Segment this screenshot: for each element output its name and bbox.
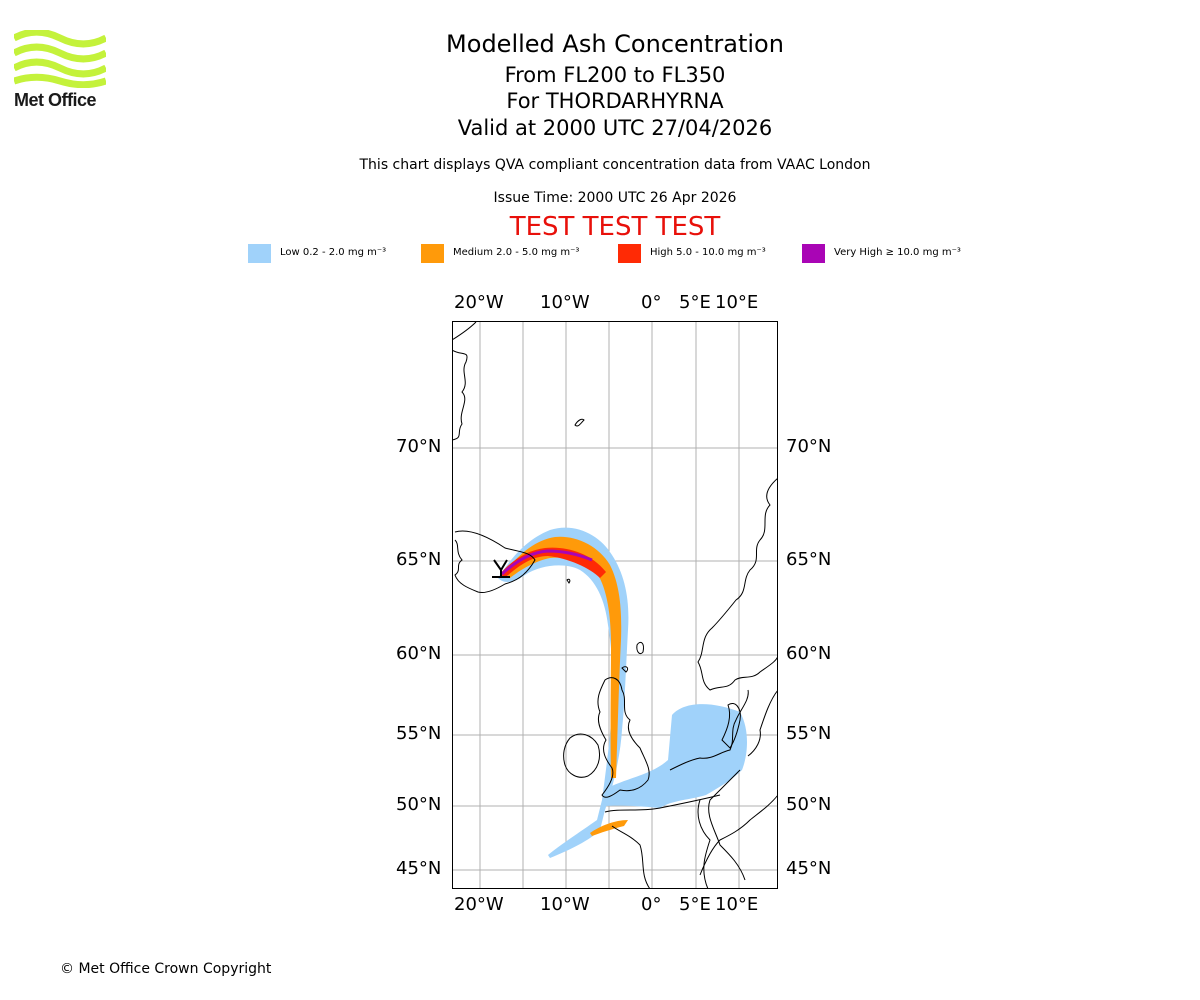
copyright: © Met Office Crown Copyright	[60, 961, 272, 977]
legend-swatch-medium	[421, 244, 444, 263]
lat-label-right-60n: 60°N	[786, 643, 832, 664]
met-office-logo: Met Office	[12, 28, 108, 112]
lon-label-top-0: 0°	[641, 292, 662, 313]
lat-label-left-65n: 65°N	[396, 549, 442, 570]
lat-label-right-65n: 65°N	[786, 549, 832, 570]
issue-time: Issue Time: 2000 UTC 26 Apr 2026	[493, 190, 737, 206]
legend-label-very-high: Very High ≥ 10.0 mg m⁻³	[834, 247, 961, 258]
legend-label-medium: Medium 2.0 - 5.0 mg m⁻³	[453, 247, 580, 258]
lon-label-bottom-20w: 20°W	[454, 894, 504, 915]
valid-time: Valid at 2000 UTC 27/04/2026	[457, 116, 773, 140]
denmark-coast	[721, 703, 741, 749]
lat-label-left-60n: 60°N	[396, 643, 442, 664]
lat-label-left-45n: 45°N	[396, 858, 442, 879]
lon-label-bottom-10w: 10°W	[540, 894, 590, 915]
scotland-coast	[597, 677, 650, 798]
orkney	[621, 666, 629, 673]
legend-label-low: Low 0.2 - 2.0 mg m⁻³	[280, 247, 387, 258]
lat-label-right-70n: 70°N	[786, 436, 832, 457]
ash-low-plume	[498, 527, 629, 858]
germany-poland-border	[708, 769, 746, 881]
chart-title: Modelled Ash Concentration	[446, 30, 784, 58]
lon-label-top-5e: 5°E	[679, 292, 711, 313]
lon-label-bottom-0: 0°	[641, 894, 662, 915]
ash-very-high-plume	[500, 549, 593, 576]
lon-label-top-10w: 10°W	[540, 292, 590, 313]
lat-label-right-55n: 55°N	[786, 723, 832, 744]
ash-low-area	[498, 527, 747, 858]
lon-label-top-10e: 10°E	[715, 292, 759, 313]
coastlines	[452, 321, 778, 889]
test-banner: TEST TEST TEST	[509, 212, 721, 242]
description: This chart displays QVA compliant concen…	[359, 157, 871, 173]
shetland	[636, 641, 644, 655]
faroe-islands	[566, 578, 571, 584]
legend-label-high: High 5.0 - 10.0 mg m⁻³	[650, 247, 766, 258]
legend-swatch-low	[248, 244, 271, 263]
sweden-coast	[699, 689, 778, 876]
volcano-name: For THORDARHYRNA	[506, 89, 724, 113]
logo-text: Met Office	[14, 90, 97, 110]
met-office-wave-icon	[12, 28, 108, 89]
greenland-coast	[452, 321, 477, 441]
benelux-germany-coast	[669, 689, 749, 771]
map-frame	[452, 321, 778, 889]
france-germany-border	[697, 799, 711, 889]
lat-label-left-50n: 50°N	[396, 794, 442, 815]
lat-label-right-50n: 50°N	[786, 794, 832, 815]
ash-medium-streak	[590, 820, 628, 836]
ash-low-europe	[604, 704, 747, 808]
lon-label-bottom-5e: 5°E	[679, 894, 711, 915]
iceland-coast	[454, 530, 536, 593]
norway-coast	[697, 477, 778, 691]
flight-levels: From FL200 to FL350	[504, 63, 726, 87]
lon-label-bottom-10e: 10°E	[715, 894, 759, 915]
france-coast	[604, 794, 721, 889]
lat-label-left-55n: 55°N	[396, 723, 442, 744]
lon-label-top-20w: 20°W	[454, 292, 504, 313]
lat-label-left-70n: 70°N	[396, 436, 442, 457]
legend-swatch-high	[618, 244, 641, 263]
volcano-marker-icon	[492, 559, 510, 578]
legend-swatch-very-high	[802, 244, 825, 263]
lat-label-right-45n: 45°N	[786, 858, 832, 879]
ireland-coast	[563, 733, 601, 778]
jan-mayen-island	[574, 418, 585, 427]
